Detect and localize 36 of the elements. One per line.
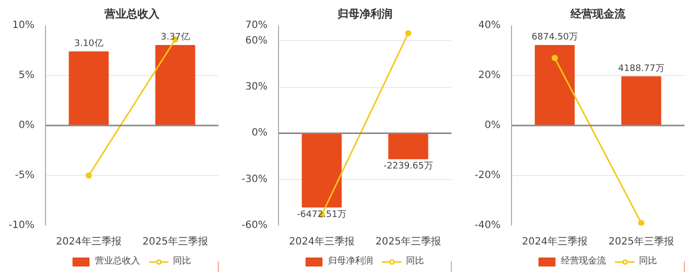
y-tick-label: 0% xyxy=(18,120,35,131)
y-tick-label: 30% xyxy=(245,82,268,93)
legend-label: 同比 xyxy=(173,255,192,268)
y-tick-label: -10% xyxy=(8,220,35,231)
legend-label: 经营现金流 xyxy=(561,255,606,268)
x-tick-label: 2024年三季报 xyxy=(56,236,122,248)
x-tick-label: 2024年三季报 xyxy=(289,236,354,248)
x-tick-label: 2025年三季报 xyxy=(608,236,674,248)
chart-title: 归母净利润 xyxy=(336,8,392,20)
chart-title: 经营现金流 xyxy=(570,8,626,20)
y-tick-label: 40% xyxy=(478,20,501,31)
y-tick-label: -40% xyxy=(474,220,501,231)
legend-label: 同比 xyxy=(639,255,658,268)
y-tick-label: 10% xyxy=(12,20,35,31)
y-tick-label: -20% xyxy=(474,170,501,181)
y-tick-label: 60% xyxy=(245,35,268,46)
y-tick-label: -5% xyxy=(15,170,35,181)
y-tick-label: 70% xyxy=(245,20,268,31)
data-label: 6874.50万 xyxy=(532,32,578,42)
data-label: -2239.65万 xyxy=(384,162,433,172)
y-tick-label: 0% xyxy=(252,128,268,139)
y-tick-label: 5% xyxy=(18,70,35,81)
legend-label: 营业总收入 xyxy=(95,255,140,268)
y-tick-label: -60% xyxy=(242,220,268,231)
data-label: 4188.77万 xyxy=(618,64,664,74)
y-tick-label: -30% xyxy=(242,174,268,185)
x-tick-label: 2024年三季报 xyxy=(522,236,588,248)
legend-label: 归母净利润 xyxy=(328,255,373,268)
y-tick-label: 20% xyxy=(478,70,501,81)
x-tick-label: 2025年三季报 xyxy=(376,236,441,248)
y-tick-label: 0% xyxy=(484,120,501,131)
x-tick-label: 2025年三季报 xyxy=(142,236,208,248)
chart-title: 营业总收入 xyxy=(104,8,160,20)
data-label: 3.37亿 xyxy=(160,32,190,42)
data-label: 3.10亿 xyxy=(74,38,104,49)
legend-label: 同比 xyxy=(406,255,425,268)
